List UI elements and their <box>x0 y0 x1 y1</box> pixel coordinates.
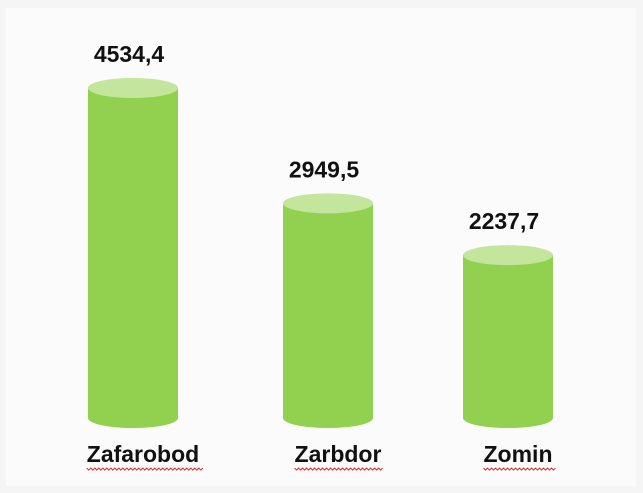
category-label: Zomin <box>484 441 553 467</box>
spellcheck-underline <box>483 467 556 471</box>
spellcheck-underline <box>86 467 204 471</box>
category-label: Zarbdor <box>295 441 382 467</box>
bar <box>88 88 178 418</box>
cylinder-top <box>463 245 553 266</box>
bar <box>283 203 373 418</box>
bar <box>463 255 553 418</box>
value-label: 2237,7 <box>469 208 539 234</box>
value-label: 2949,5 <box>289 156 360 182</box>
value-label: 4534,4 <box>94 41 165 67</box>
cylinder-top <box>283 193 373 214</box>
cylinder-top <box>88 78 178 98</box>
category-label: Zafarobod <box>87 441 199 467</box>
spellcheck-underline <box>294 467 383 471</box>
